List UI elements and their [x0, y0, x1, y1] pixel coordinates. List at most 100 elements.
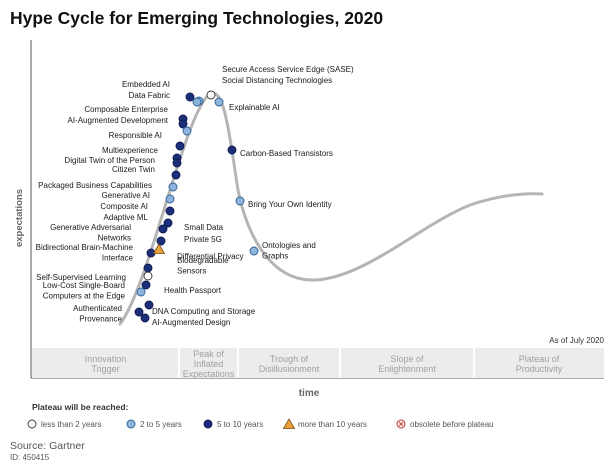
- technology-label-line: DNA Computing and Storage: [152, 307, 256, 316]
- technology-label: Health Passport: [164, 286, 222, 295]
- technology-label-line: Graphs: [262, 251, 288, 260]
- technology-label-line: Health Passport: [164, 286, 222, 295]
- technology-item: Biodegradable Sensors: [143, 256, 229, 276]
- technology-item: Authenticated Provenance: [73, 304, 144, 324]
- legend-item: obsolete before plateau: [396, 419, 494, 429]
- technology-label-line: Bring Your Own Identity: [248, 200, 332, 209]
- technology-label: Multiexperience: [102, 146, 159, 155]
- technology-item: Explainable AI: [214, 97, 280, 112]
- legend-label: obsolete before plateau: [410, 420, 494, 429]
- technology-label-line: Multiexperience: [102, 146, 159, 155]
- legend-item: more than 10 years: [282, 418, 367, 429]
- technology-label: Authenticated Provenance: [73, 304, 122, 324]
- technology-marker: [144, 300, 154, 310]
- technology-label: Generative AI: [102, 191, 150, 200]
- technology-label: Generative Adversarial Networks: [50, 223, 131, 243]
- technology-label: AI-Augmented Design: [152, 318, 230, 327]
- technology-label-line: Packaged Business Capabilities: [38, 181, 152, 190]
- technology-label: Biodegradable Sensors: [177, 256, 229, 276]
- technology-label: Low-Cost Single-Board Computers at the Ed…: [43, 281, 126, 301]
- technology-marker: [156, 236, 166, 246]
- technology-label-line: AI-Augmented Design: [152, 318, 230, 327]
- technology-label: Composable Enterprise: [84, 105, 168, 114]
- technology-label-line: Bidirectional Brain-Machine: [36, 243, 134, 252]
- technology-item: Packaged Business Capabilities: [38, 170, 181, 190]
- technology-label: Packaged Business Capabilities: [38, 181, 152, 190]
- technology-marker: [178, 119, 188, 129]
- technology-label: Data Fabric: [129, 91, 170, 100]
- technology-label-line: Private 5G: [184, 235, 222, 244]
- technology-label: Social Distancing Technologies: [222, 76, 332, 85]
- technology-marker: [165, 206, 175, 216]
- technology-marker: [140, 313, 150, 323]
- technology-marker: [163, 218, 173, 228]
- phase-label-slope-line: Slope of: [390, 354, 424, 364]
- technology-item: Citizen Twin: [112, 158, 182, 174]
- technology-markers: Secure Access Service Edge (SASE) Social …: [36, 65, 354, 327]
- phase-label-plateau-line: Plateau of: [519, 354, 560, 364]
- page-title: Hype Cycle for Emerging Technologies, 20…: [10, 8, 384, 28]
- technology-item: Ontologies and Graphs: [249, 241, 316, 261]
- technology-label: Ontologies and Graphs: [262, 241, 316, 261]
- technology-label: Adaptive ML: [104, 213, 149, 222]
- phase-band: Innovation Trigger Peak of Inflated Expectat…: [32, 348, 604, 379]
- phase-label-slope-line: Enlightenment: [378, 364, 436, 374]
- technology-marker: [172, 158, 182, 168]
- technology-label-line: Authenticated: [73, 304, 122, 313]
- technology-label-line: Computers at the Edge: [43, 291, 126, 300]
- legend-label: 2 to 5 years: [140, 420, 182, 429]
- technology-marker: [206, 90, 216, 100]
- technology-item: Bring Your Own Identity: [235, 196, 332, 209]
- phase-label-plateau-line: Productivity: [516, 364, 563, 374]
- technology-marker: [152, 243, 166, 254]
- technology-item: Adaptive ML: [104, 206, 175, 222]
- technology-item: Digital Twin of the Person: [64, 153, 182, 165]
- legend-title: Plateau will be reached:: [32, 402, 129, 412]
- technology-marker: [192, 97, 202, 107]
- technology-label-line: Embedded AI: [122, 80, 170, 89]
- technology-label-line: Explainable AI: [229, 103, 280, 112]
- phase-label-peak: Peak of Inflated Expectations: [183, 349, 235, 379]
- technology-label-line: AI-Augmented Development: [68, 116, 169, 125]
- technology-label: Bring Your Own Identity: [248, 200, 332, 209]
- technology-marker: [171, 170, 181, 180]
- technology-item: AI-Augmented Design: [140, 313, 230, 327]
- as-of-label: As of July 2020: [549, 336, 604, 345]
- technology-marker: [175, 141, 185, 151]
- technology-label-line: Low-Cost Single-Board: [43, 281, 125, 290]
- technology-label-line: Networks: [98, 233, 131, 242]
- technology-item: Multiexperience: [102, 141, 185, 155]
- technology-label: Differential Privacy: [177, 252, 244, 261]
- technology-marker: [168, 182, 178, 192]
- hype-curve: [118, 91, 544, 326]
- phase-label-innovation-trigger-line: Trigger: [91, 364, 119, 374]
- legend-marker-icon: [282, 418, 296, 429]
- technology-marker: [185, 92, 195, 102]
- technology-label-line: Citizen Twin: [112, 165, 155, 174]
- technology-item: Embedded AI: [122, 80, 195, 102]
- technology-label-line: Adaptive ML: [104, 213, 149, 222]
- x-icon: [398, 421, 404, 427]
- technology-item: Differential Privacy: [152, 243, 244, 261]
- technology-label: Small Data: [184, 223, 224, 232]
- technology-marker: [214, 97, 224, 107]
- technology-label-line: Carbon-Based Transistors: [240, 149, 333, 158]
- technology-marker: [165, 194, 175, 204]
- phase-label-slope: Slope of Enlightenment: [378, 354, 436, 374]
- technology-label-line: Ontologies and: [262, 241, 316, 250]
- legend-item: less than 2 years: [27, 419, 101, 429]
- technology-item: Social Distancing Technologies: [206, 76, 332, 100]
- technology-item: Low-Cost Single-Board Computers at the Ed…: [43, 281, 146, 301]
- y-axis-label: expectations: [14, 189, 25, 247]
- technology-label-line: Composite AI: [100, 202, 148, 211]
- legend: Plateau will be reached: less than 2 year…: [27, 402, 494, 429]
- phase-label-plateau: Plateau of Productivity: [516, 354, 563, 374]
- technology-label-line: Generative AI: [102, 191, 150, 200]
- technology-item: Composite AI: [100, 194, 175, 211]
- technology-marker: [143, 271, 153, 281]
- technology-item: Carbon-Based Transistors: [227, 145, 333, 158]
- legend-label: more than 10 years: [298, 420, 367, 429]
- technology-label-line: Secure Access Service Edge (SASE): [222, 65, 354, 74]
- x-axis-label: time: [299, 388, 320, 399]
